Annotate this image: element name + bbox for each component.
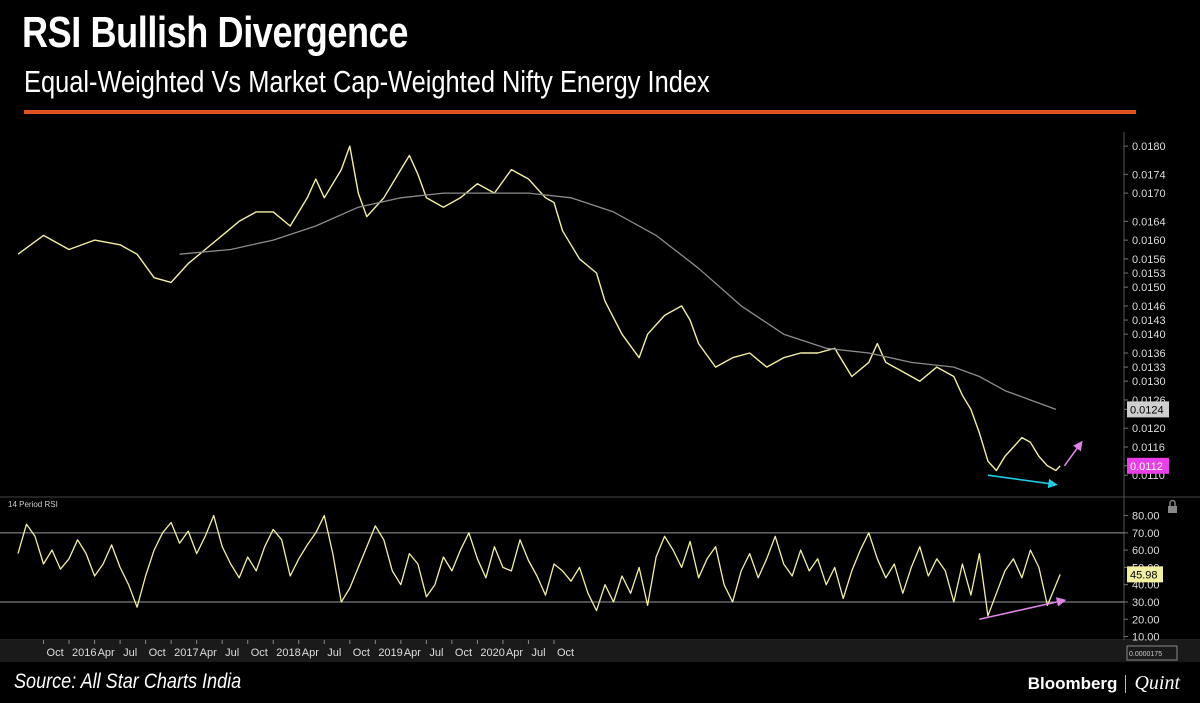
price-tick-label: 0.0130 <box>1132 376 1166 388</box>
x-axis-band <box>0 640 1200 662</box>
rsi-tick-label: 20.00 <box>1132 614 1160 626</box>
rsi-tick-label: 60.00 <box>1132 545 1160 557</box>
price-tick-label: 0.0136 <box>1132 348 1166 360</box>
x-tick-label: Jul <box>531 647 545 659</box>
brand-primary: Bloomberg <box>1027 673 1118 693</box>
x-tick-label: Oct <box>353 647 370 659</box>
rsi-tick-label: 30.00 <box>1132 597 1160 609</box>
x-tick-label: Oct <box>149 647 166 659</box>
price-tick-label: 0.0180 <box>1132 141 1166 153</box>
ma-last-value-box <box>1127 401 1169 418</box>
rsi-tick-label: 10.00 <box>1132 632 1160 644</box>
x-tick-label: 2017 <box>174 647 198 659</box>
chart-frame <box>0 132 1200 662</box>
x-tick-label: 2018 <box>276 647 300 659</box>
rsi-panel: 14 Period RSI80.0070.0060.0050.0040.0030… <box>0 499 1177 644</box>
price-last-value-label: 0.0112 <box>1130 461 1163 473</box>
lock-icon-shackle <box>1169 499 1176 506</box>
corner-value-box <box>1126 645 1178 661</box>
price-tick-label: 0.0143 <box>1132 315 1166 327</box>
lock-icon <box>1168 499 1177 513</box>
brand-logo: Bloomberg Quint <box>1028 672 1180 695</box>
rsi-last-value-label: 45.98 <box>1130 569 1158 581</box>
x-tick-label: Apr <box>404 647 421 659</box>
moving-average-line <box>179 192 1057 411</box>
x-tick-label: Jul <box>225 647 239 659</box>
x-axis: Oct 2016 Apr Jul Oct 2017 Apr Jul Oct 2018 Apr Jul O… <box>43 640 1178 661</box>
x-tick-label: Oct <box>455 647 472 659</box>
x-tick-label: 2016 <box>72 647 96 659</box>
page-subtitle: Equal-Weighted Vs Market Cap-Weighted Ni… <box>24 64 710 99</box>
x-tick-label: Jul <box>327 647 341 659</box>
x-tick-label: Oct <box>557 647 574 659</box>
x-tick-label: Jul <box>429 647 443 659</box>
x-tick-label: Apr <box>200 647 217 659</box>
price-tick-label: 0.0156 <box>1132 254 1166 266</box>
price-tick-label: 0.0164 <box>1132 216 1166 228</box>
x-tick-label: Apr <box>302 647 319 659</box>
ma-last-value-label: 0.0124 <box>1130 404 1164 416</box>
price-tick-label: 0.0150 <box>1132 282 1166 294</box>
rsi-tick-label: 80.00 <box>1132 511 1160 523</box>
x-tick-label: Apr <box>506 647 523 659</box>
price-tick-label: 0.0174 <box>1132 169 1166 181</box>
price-series-line <box>17 145 1061 472</box>
rsi-panel-title: 14 Period RSI <box>8 500 58 509</box>
brand-secondary: Quint <box>1134 672 1180 694</box>
x-tick-label: 2019 <box>378 647 402 659</box>
price-tick-label: 0.0153 <box>1132 268 1166 280</box>
source-note: Source: All Star Charts India <box>14 670 242 693</box>
lock-icon-body <box>1168 506 1177 513</box>
price-tick-label: 0.0160 <box>1132 235 1166 247</box>
x-tick-label: Apr <box>98 647 115 659</box>
price-divergence-arrow <box>987 474 1058 489</box>
title-rule <box>24 110 1136 114</box>
price-tick-label: 0.0133 <box>1132 362 1166 374</box>
x-tick-label: 2020 <box>480 647 504 659</box>
price-tick-label: 0.0116 <box>1132 442 1165 454</box>
price-tick-label: 0.0120 <box>1132 423 1166 435</box>
rsi-series-line <box>17 514 1061 617</box>
price-tick-label: 0.0170 <box>1132 188 1166 200</box>
brand-separator <box>1125 674 1127 693</box>
price-tick-label: 0.0146 <box>1132 301 1166 313</box>
rsi-last-value-box <box>1127 566 1163 583</box>
rsi-divergence-arrow <box>979 597 1067 621</box>
price-divergence-arrow <box>1063 440 1083 467</box>
price-last-value-box <box>1127 457 1169 474</box>
rsi-tick-label: 40.00 <box>1132 580 1160 592</box>
price-tick-label: 0.0140 <box>1132 329 1166 341</box>
price-panel: 0.0180 0.0174 0.0170 0.0164 0.0160 0.0156 0.01… <box>17 141 1169 489</box>
x-tick-label: Jul <box>123 647 137 659</box>
x-tick-label: Oct <box>47 647 64 659</box>
x-tick-label: Oct <box>251 647 268 659</box>
rsi-tick-label: 70.00 <box>1132 528 1160 540</box>
corner-value-label: 0.0000175 <box>1129 651 1162 658</box>
page-title: RSI Bullish Divergence <box>22 8 408 57</box>
